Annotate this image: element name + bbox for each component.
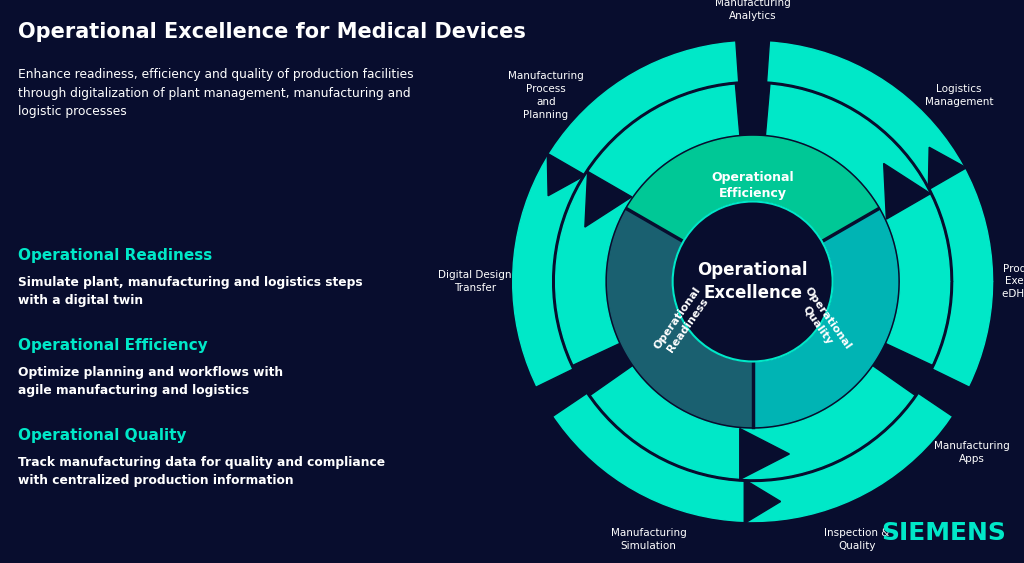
Text: Operational
Readiness: Operational Readiness bbox=[652, 285, 713, 359]
Text: Digital Design
Transfer: Digital Design Transfer bbox=[438, 270, 511, 293]
Polygon shape bbox=[929, 148, 967, 190]
Text: Track manufacturing data for quality and compliance
with centralized production : Track manufacturing data for quality and… bbox=[18, 456, 385, 488]
Text: Operational
Quality: Operational Quality bbox=[793, 285, 853, 359]
Text: Operational
Efficiency: Operational Efficiency bbox=[712, 171, 794, 200]
Polygon shape bbox=[739, 428, 790, 480]
Text: Operational Efficiency: Operational Efficiency bbox=[18, 338, 208, 353]
Text: Optimize planning and workflows with
agile manufacturing and logistics: Optimize planning and workflows with agi… bbox=[18, 366, 283, 397]
Circle shape bbox=[508, 37, 997, 526]
Text: Enhance readiness, efficiency and quality of production facilities
through digit: Enhance readiness, efficiency and qualit… bbox=[18, 68, 414, 118]
Polygon shape bbox=[513, 42, 992, 521]
Polygon shape bbox=[916, 368, 970, 417]
Text: Operational Quality: Operational Quality bbox=[18, 428, 186, 443]
Text: Manufacturing
Simulation: Manufacturing Simulation bbox=[610, 528, 686, 551]
Polygon shape bbox=[753, 209, 898, 427]
Polygon shape bbox=[736, 39, 769, 84]
Text: IIOT &
Manufacturing
Analytics: IIOT & Manufacturing Analytics bbox=[715, 0, 791, 21]
Text: Simulate plant, manufacturing and logistics steps
with a digital twin: Simulate plant, manufacturing and logist… bbox=[18, 276, 362, 307]
Text: Operational
Excellence: Operational Excellence bbox=[697, 261, 808, 302]
Polygon shape bbox=[627, 136, 879, 282]
Text: Operational Excellence for Medical Devices: Operational Excellence for Medical Devic… bbox=[18, 22, 526, 42]
Polygon shape bbox=[536, 368, 589, 417]
Text: Production
Execution
eDHR, eBR: Production Execution eDHR, eBR bbox=[1002, 263, 1024, 300]
Polygon shape bbox=[572, 343, 633, 396]
Polygon shape bbox=[744, 480, 780, 524]
Text: Logistics
Management: Logistics Management bbox=[925, 84, 993, 107]
Circle shape bbox=[673, 202, 833, 361]
Text: SIEMENS: SIEMENS bbox=[881, 521, 1006, 545]
Polygon shape bbox=[547, 153, 586, 196]
Text: Manufacturing
Apps: Manufacturing Apps bbox=[934, 441, 1010, 464]
Text: Manufacturing
Process
and
Planning: Manufacturing Process and Planning bbox=[508, 72, 584, 120]
Polygon shape bbox=[556, 84, 949, 479]
Polygon shape bbox=[735, 83, 770, 136]
Polygon shape bbox=[607, 209, 753, 427]
Polygon shape bbox=[884, 163, 931, 219]
Text: Inspection &
Quality: Inspection & Quality bbox=[824, 528, 890, 551]
Polygon shape bbox=[872, 343, 933, 396]
Polygon shape bbox=[585, 171, 632, 227]
Polygon shape bbox=[553, 82, 952, 481]
Text: Operational Readiness: Operational Readiness bbox=[18, 248, 212, 263]
